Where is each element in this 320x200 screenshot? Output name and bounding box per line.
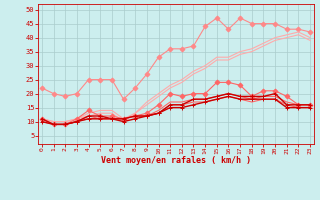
X-axis label: Vent moyen/en rafales ( km/h ): Vent moyen/en rafales ( km/h ) <box>101 156 251 165</box>
